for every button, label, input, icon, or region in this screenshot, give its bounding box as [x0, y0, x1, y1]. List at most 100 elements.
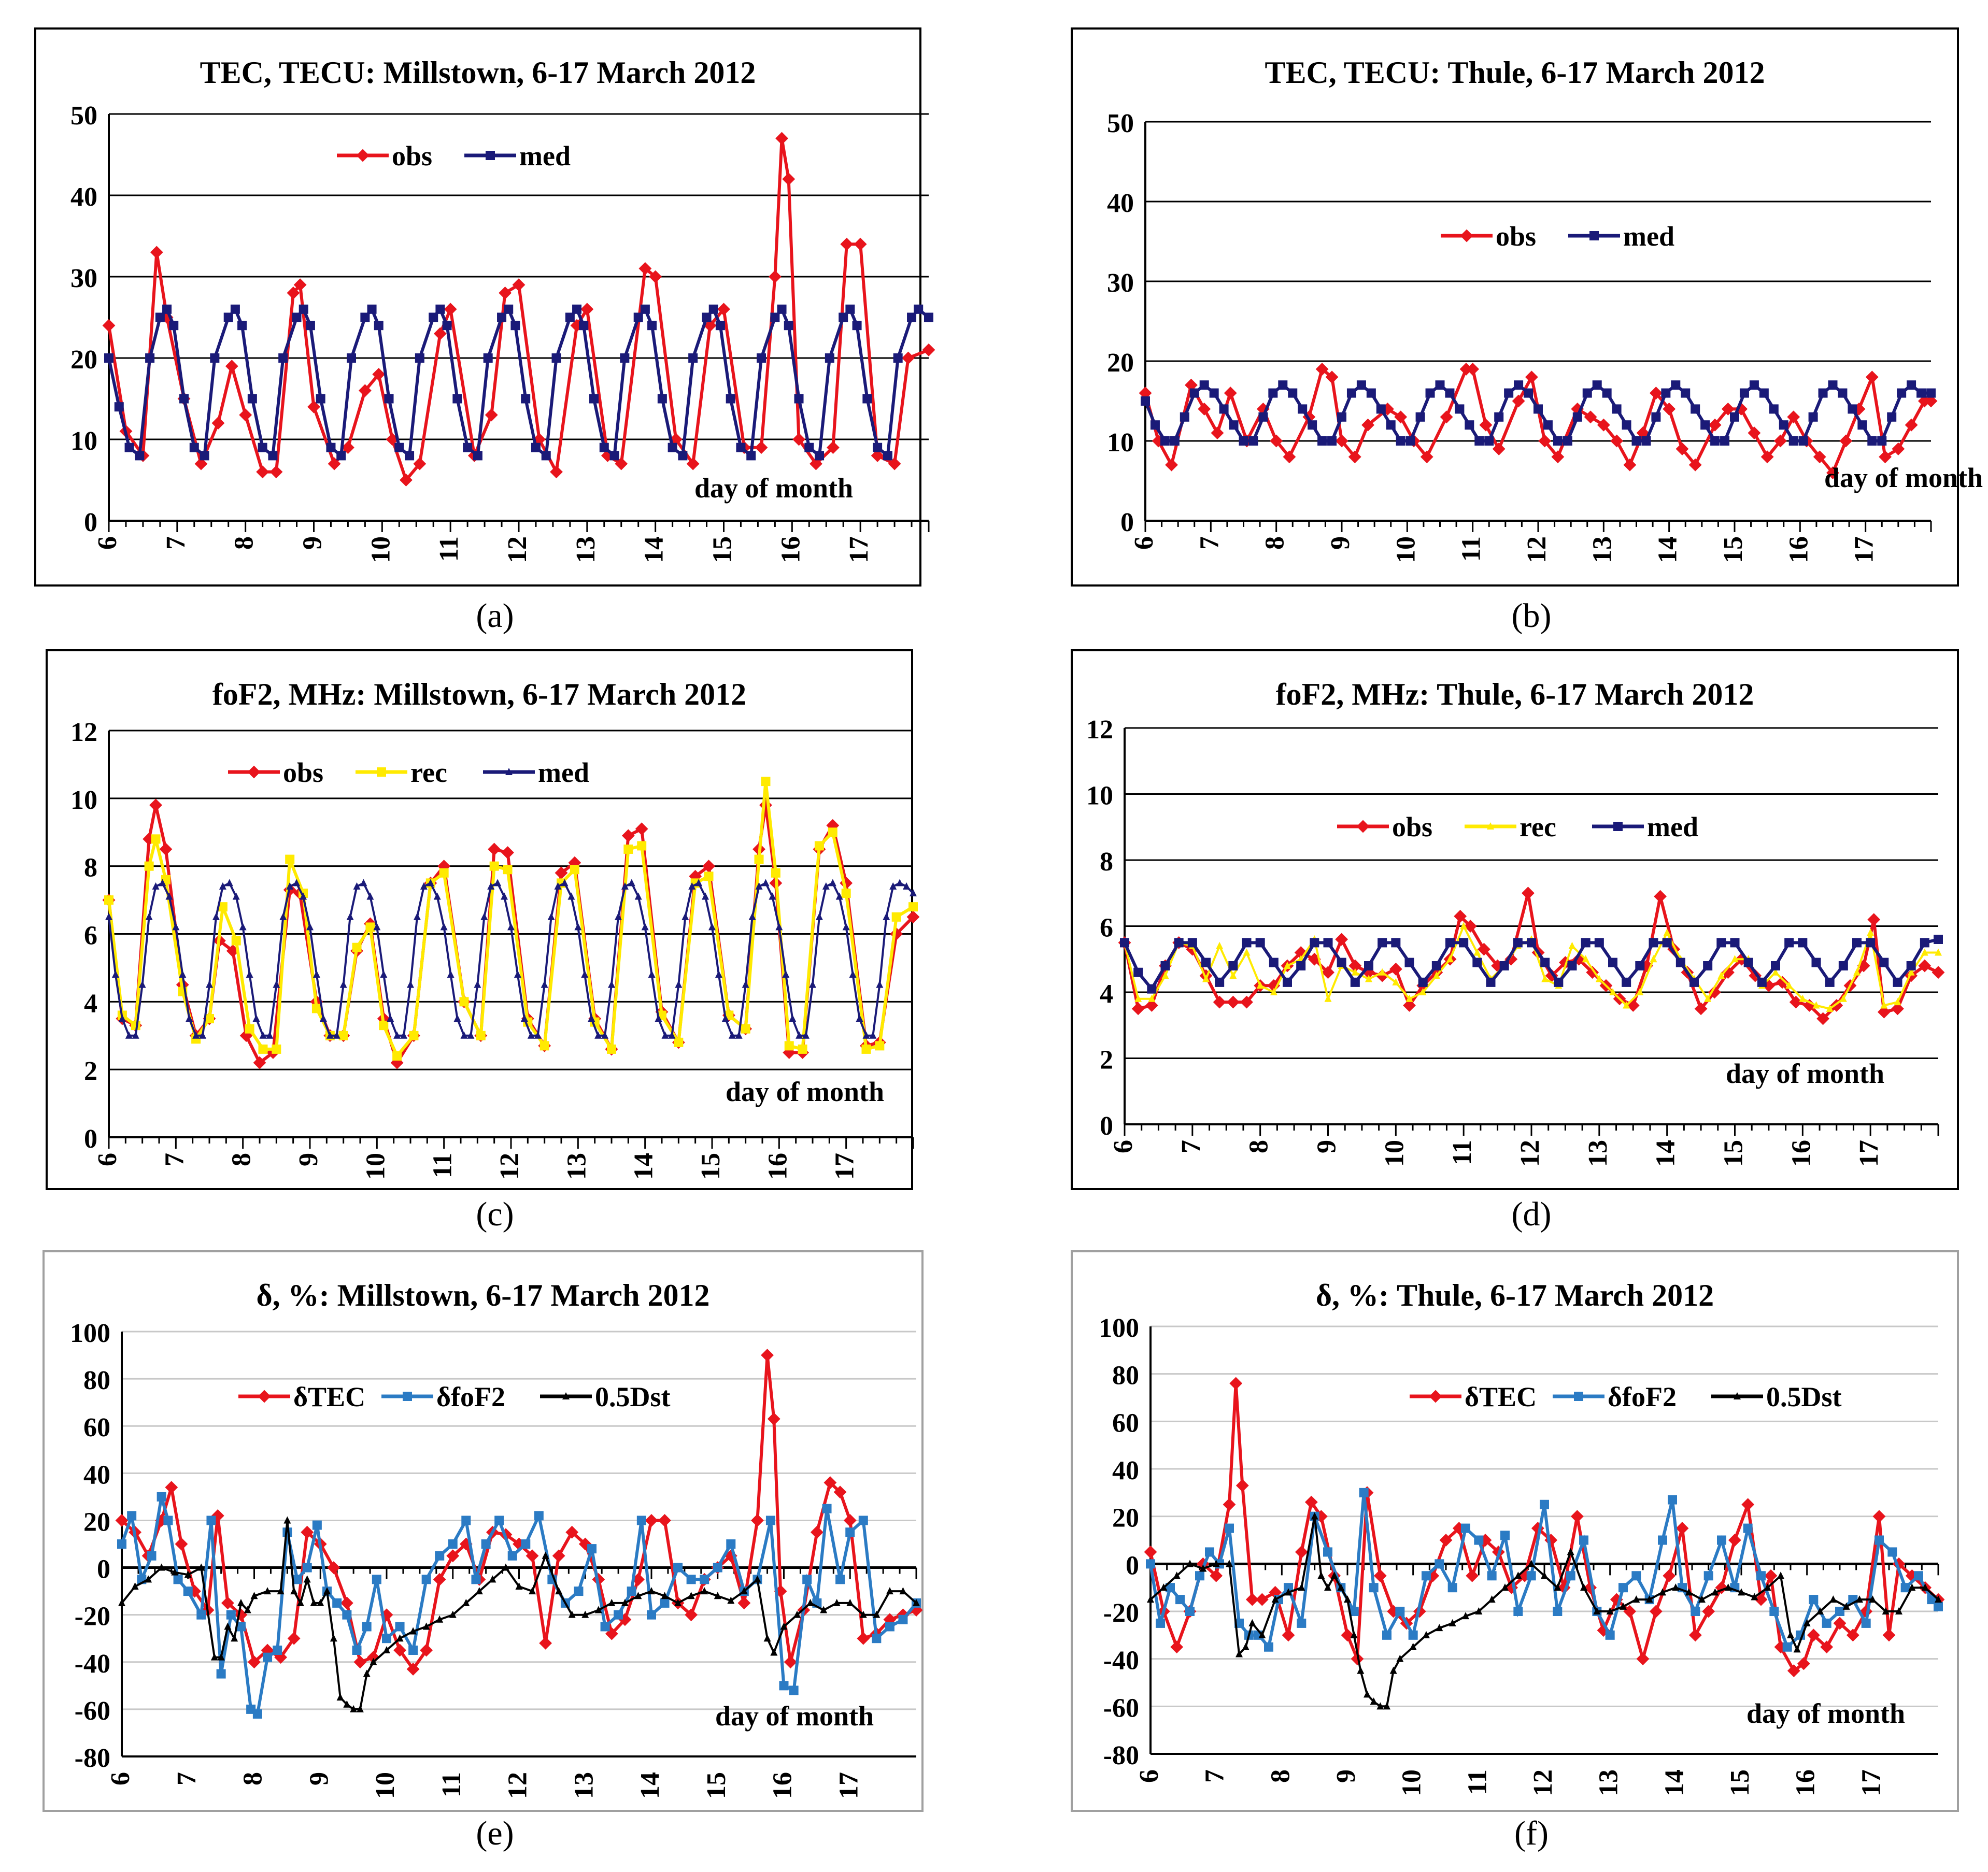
- data-point: [1553, 1607, 1563, 1616]
- data-point: [1748, 426, 1761, 440]
- data-point: [1772, 968, 1779, 976]
- x-tick-label: 10: [371, 1772, 400, 1799]
- data-point: [1584, 410, 1597, 424]
- data-point: [189, 442, 199, 452]
- data-point: [1432, 971, 1440, 979]
- data-point: [299, 304, 308, 314]
- data-point: [1248, 436, 1258, 446]
- data-point: [681, 912, 689, 920]
- data-point: [648, 970, 656, 978]
- data-point: [152, 882, 160, 890]
- x-axis-label: day of month: [726, 1076, 884, 1107]
- legend-item: med: [483, 757, 589, 788]
- data-point: [608, 980, 615, 988]
- data-point: [169, 321, 179, 331]
- x-tick-label: 7: [172, 1772, 202, 1785]
- data-point: [1361, 418, 1374, 432]
- data-point: [1661, 388, 1671, 398]
- data-point: [163, 1516, 173, 1525]
- data-point: [1419, 988, 1427, 995]
- data-point: [1612, 404, 1622, 414]
- data-point: [452, 394, 462, 404]
- legend-item: δTEC: [238, 1381, 365, 1412]
- x-tick-label: 10: [1397, 1769, 1427, 1796]
- data-point: [1702, 1605, 1715, 1618]
- data-point: [1846, 1628, 1859, 1642]
- data-point: [1175, 1595, 1185, 1605]
- data-point: [127, 1511, 137, 1521]
- legend-label: rec: [1520, 811, 1556, 842]
- data-point: [1668, 1495, 1677, 1505]
- data-point: [1479, 418, 1493, 432]
- data-point: [620, 353, 630, 363]
- data-point: [1310, 938, 1319, 948]
- data-point: [1391, 938, 1401, 948]
- data-point: [266, 1031, 274, 1039]
- data-point: [105, 912, 112, 920]
- data-point: [579, 321, 589, 331]
- data-point: [1242, 938, 1252, 948]
- data-point: [1757, 977, 1767, 987]
- legend-label: obs: [1392, 811, 1432, 842]
- data-point: [1418, 977, 1428, 987]
- data-point: [1797, 1657, 1810, 1670]
- data-point: [1223, 1498, 1236, 1511]
- x-tick-label: 16: [1791, 1769, 1821, 1796]
- data-point: [145, 1575, 152, 1583]
- data-point: [647, 1610, 656, 1620]
- data-point: [1622, 420, 1631, 430]
- data-point: [440, 923, 448, 931]
- data-point: [804, 442, 814, 452]
- data-point: [1934, 935, 1943, 944]
- y-tick-label: 0: [84, 508, 97, 537]
- x-tick-label: 15: [1725, 1769, 1755, 1796]
- data-point: [673, 1563, 683, 1573]
- series-med: [1141, 380, 1936, 446]
- data-point: [1351, 968, 1359, 976]
- data-point: [264, 1587, 272, 1595]
- data-point: [184, 1570, 192, 1578]
- data-point: [263, 1652, 273, 1662]
- data-point: [1461, 1523, 1470, 1533]
- data-point: [1408, 1630, 1418, 1640]
- data-point: [1514, 1571, 1522, 1579]
- data-point: [1376, 404, 1386, 414]
- data-point: [789, 1014, 797, 1022]
- data-point: [898, 1614, 908, 1624]
- data-point: [688, 882, 696, 890]
- data-point: [715, 970, 722, 978]
- legend-marker: [356, 149, 370, 162]
- data-point: [1512, 394, 1525, 408]
- data-point: [292, 312, 302, 322]
- data-point: [1330, 1571, 1338, 1579]
- data-point: [1284, 962, 1291, 969]
- data-point: [782, 970, 790, 978]
- data-point: [1620, 1602, 1627, 1610]
- data-point: [1663, 1569, 1676, 1582]
- data-point: [1205, 1547, 1214, 1557]
- data-point: [1189, 388, 1199, 398]
- data-point: [372, 1575, 381, 1584]
- data-point: [1749, 380, 1759, 390]
- data-point: [1160, 1583, 1168, 1591]
- data-point: [621, 829, 635, 842]
- data-point: [861, 1044, 871, 1054]
- data-point: [433, 327, 447, 340]
- data-point: [283, 1516, 291, 1524]
- data-point: [784, 1655, 797, 1669]
- data-point: [637, 841, 647, 851]
- data-point: [258, 442, 267, 452]
- data-point: [1554, 977, 1564, 987]
- data-point: [678, 451, 688, 461]
- data-point: [1431, 961, 1441, 970]
- data-point: [1759, 388, 1769, 398]
- data-point: [1236, 1479, 1249, 1492]
- data-point: [668, 1031, 676, 1039]
- data-point: [714, 1592, 721, 1599]
- data-point: [635, 822, 648, 836]
- data-point: [1798, 938, 1808, 948]
- data-point: [539, 1636, 552, 1650]
- y-tick-label: 50: [1107, 109, 1134, 138]
- data-point: [1475, 1607, 1483, 1614]
- data-point: [453, 1014, 461, 1022]
